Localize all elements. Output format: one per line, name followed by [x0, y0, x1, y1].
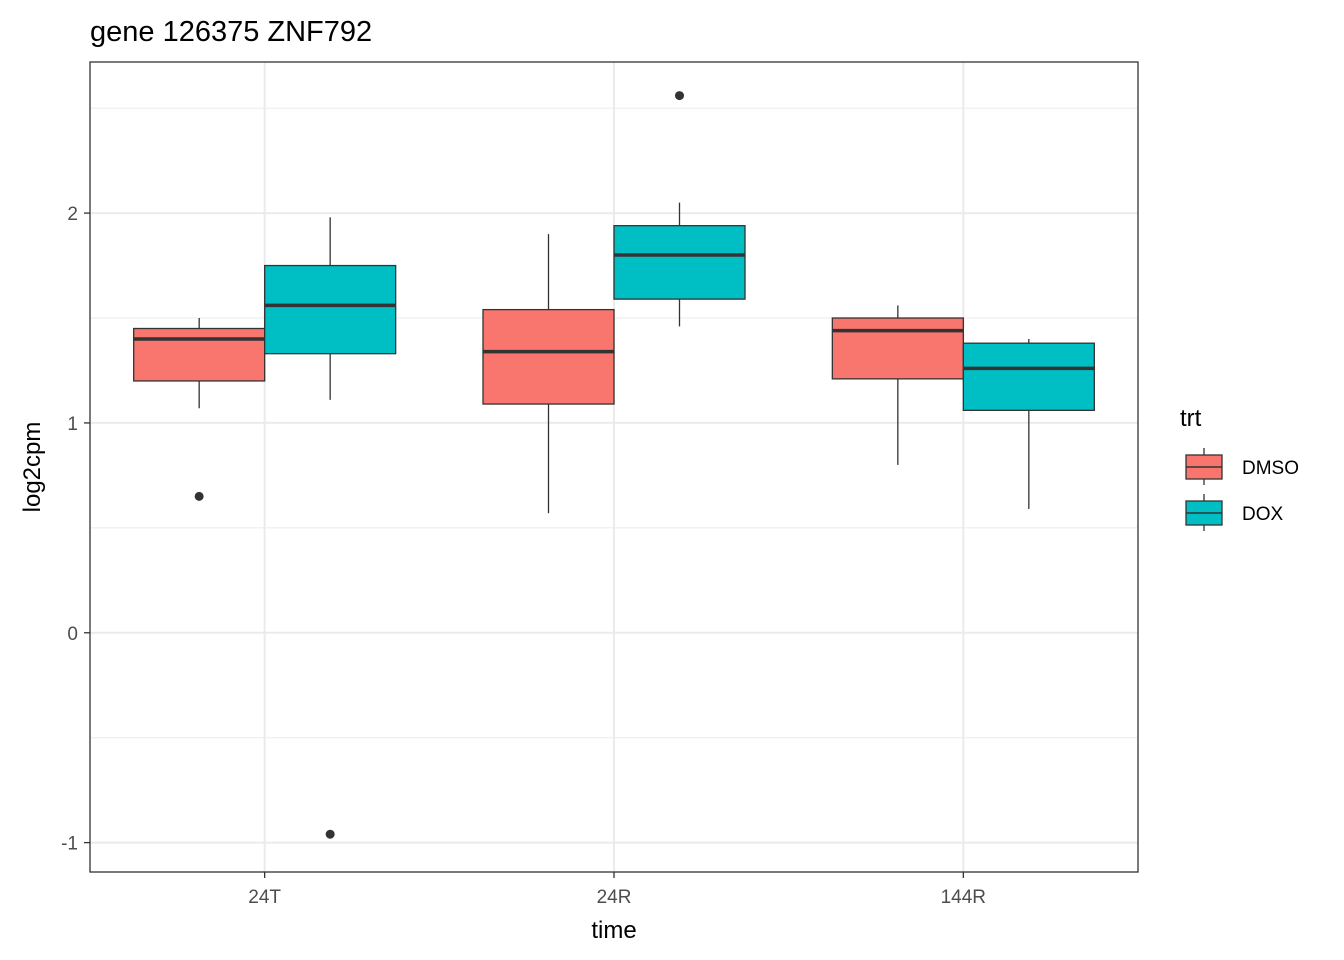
box-iqr	[133, 327, 266, 382]
y-tick-label: 1	[67, 414, 78, 435]
box-iqr	[613, 225, 746, 300]
box-iqr	[482, 308, 615, 405]
axes: -1 0 1 2 24T 24R 144R	[61, 204, 986, 908]
legend: trt DMSO DOX	[1180, 405, 1299, 531]
box-dox-24r	[613, 91, 746, 327]
box-iqr	[962, 342, 1095, 411]
box-dox-144r	[962, 338, 1095, 509]
legend-label: DOX	[1242, 504, 1284, 525]
legend-title: trt	[1180, 405, 1202, 432]
outlier-point	[194, 491, 204, 501]
box-dmso-24t	[133, 318, 266, 501]
x-tick-label: 144R	[941, 887, 986, 908]
y-tick-label: -1	[61, 834, 78, 855]
x-tick-label: 24R	[597, 887, 632, 908]
boxes	[133, 91, 1095, 839]
legend-item-dmso: DMSO	[1185, 448, 1299, 485]
chart-title: gene 126375 ZNF792	[90, 16, 372, 48]
box-dmso-24r	[482, 234, 615, 514]
legend-label: DMSO	[1242, 458, 1299, 479]
x-axis-title: time	[591, 917, 636, 944]
grid-lines	[90, 62, 1138, 872]
legend-item-dox: DOX	[1185, 494, 1284, 531]
outlier-point	[675, 91, 684, 101]
x-tick-label: 24T	[248, 887, 281, 908]
box-dox-24t	[264, 217, 397, 839]
box-dmso-144r	[831, 305, 964, 465]
y-axis-title: log2cpm	[19, 422, 46, 513]
box-iqr	[831, 317, 964, 380]
box-iqr	[264, 264, 397, 355]
y-tick-label: 2	[67, 204, 78, 225]
outlier-point	[325, 829, 335, 839]
y-tick-label: 0	[67, 624, 78, 645]
